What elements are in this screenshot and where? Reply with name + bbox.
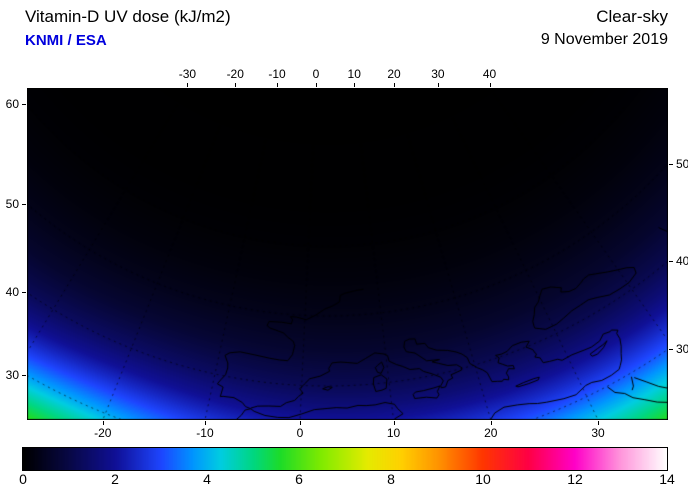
axis-tick: [393, 421, 395, 425]
axis-tick: [437, 83, 439, 87]
axis-tick: [102, 421, 104, 425]
colorbar-tick-label: 0: [19, 471, 27, 487]
lat-tick-label-left: 40: [5, 285, 19, 300]
colorbar-tick-label: 6: [295, 471, 303, 487]
map-figure: [27, 88, 668, 420]
lon-tick-label-top: 0: [312, 67, 320, 81]
axis-tick: [394, 83, 396, 87]
colorbar-tick-label: 8: [387, 471, 395, 487]
axis-tick: [489, 83, 491, 87]
axis-tick: [22, 104, 26, 106]
axis-tick: [315, 83, 317, 87]
lon-tick-label-bottom: -20: [94, 426, 112, 440]
lon-tick-label-top: -10: [268, 67, 286, 81]
axis-tick: [277, 83, 279, 87]
lon-tick-label-top: 10: [347, 67, 361, 81]
lat-tick-label-right: 50: [676, 156, 688, 171]
lon-tick-label-bottom: 20: [484, 426, 498, 440]
axis-tick: [669, 163, 673, 165]
source-label: KNMI / ESA: [25, 32, 107, 49]
colorbar-tick-label: 4: [203, 471, 211, 487]
axis-tick: [354, 83, 356, 87]
colorbar-tick-label: 10: [475, 471, 491, 487]
lon-tick-label-top: -30: [178, 67, 197, 81]
lon-tick-label-top: -20: [226, 67, 244, 81]
lon-tick-label-bottom: 0: [296, 426, 304, 440]
colorbar-tick-label: 12: [567, 471, 583, 487]
lon-tick-label-top: 30: [431, 67, 445, 81]
colorbar-canvas: [22, 447, 668, 471]
lon-tick-label-top: 20: [387, 67, 401, 81]
axis-tick: [235, 83, 237, 87]
axis-tick: [598, 421, 600, 425]
lon-tick-label-top: 40: [482, 67, 497, 81]
lon-tick-label-bottom: -10: [196, 426, 214, 440]
axis-tick: [22, 204, 26, 206]
lat-tick-label-right: 30: [676, 342, 688, 357]
page-title: Vitamin-D UV dose (kJ/m2): [25, 7, 231, 26]
axis-tick: [490, 421, 492, 425]
lon-tick-label-bottom: 30: [591, 426, 605, 440]
axis-tick: [300, 421, 301, 425]
lat-tick-label-right: 40: [676, 254, 688, 269]
colorbar-tick-label: 14: [659, 471, 675, 487]
condition-label: Clear-sky: [596, 7, 668, 26]
colorbar-tick-label: 2: [111, 471, 119, 487]
map-canvas: [27, 88, 668, 420]
lon-tick-label-bottom: 10: [386, 426, 401, 440]
axis-tick: [204, 421, 206, 425]
lat-tick-label-left: 50: [5, 197, 19, 212]
axis-tick: [669, 349, 673, 351]
lat-tick-label-left: 30: [5, 368, 19, 383]
axis-tick: [22, 292, 26, 294]
date-label: 9 November 2019: [540, 31, 668, 48]
axis-tick: [187, 83, 189, 87]
axis-tick: [22, 375, 26, 377]
lat-tick-label-left: 60: [5, 97, 19, 112]
axis-tick: [669, 261, 673, 263]
